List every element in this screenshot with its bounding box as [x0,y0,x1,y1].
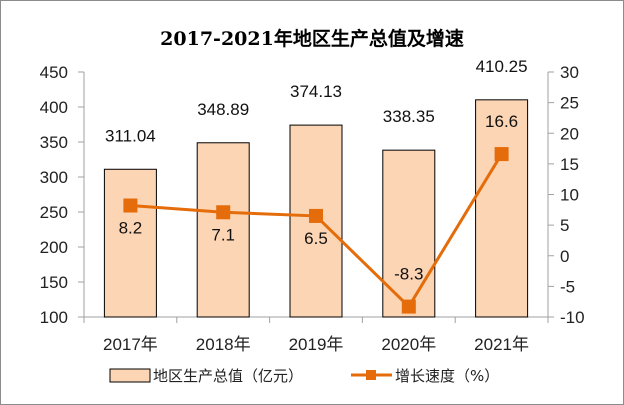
x-tick-label: 2018年 [196,335,251,354]
bar-data-label: 338.35 [383,107,435,126]
bar [103,168,157,318]
line-marker [494,147,509,162]
left-tick-label: 450 [40,63,68,82]
right-tick-label: 15 [560,155,579,174]
right-tick-label: 10 [560,186,579,205]
legend-bar-label: 地区生产总值（亿元） [153,367,303,385]
line-marker [401,299,416,314]
right-tick-label: 30 [560,63,579,82]
legend: 地区生产总值（亿元） 增长速度（%） [109,367,499,385]
legend-line-marker [366,370,376,380]
x-tick-label: 2017年 [103,335,158,354]
line-marker [216,205,231,220]
left-tick-label: 100 [40,308,68,327]
left-tick-label: 300 [40,168,68,187]
left-tick-label: 250 [40,203,68,222]
chart-title: 2017-2021年地区生产总值及增速 [160,27,464,50]
left-tick-label: 200 [40,238,68,257]
bar [475,99,529,318]
left-tick-label: 400 [40,98,68,117]
line-data-label: 7.1 [211,225,235,244]
bar-data-label: 374.13 [290,82,342,101]
right-tick-label: 0 [560,247,569,266]
x-tick-label: 2021年 [474,335,529,354]
bar-data-label: 348.89 [197,100,249,119]
right-tick-label: 20 [560,124,579,143]
bar-data-label: 311.04 [105,126,156,145]
line-marker [309,208,323,223]
line-marker [123,198,138,213]
right-tick-label: -5 [560,277,575,296]
bar-data-label: 410.25 [476,57,528,76]
bar [196,142,250,318]
right-tick-label: -10 [560,308,585,327]
legend-bar-swatch [109,368,151,383]
x-tick-label: 2019年 [289,335,344,354]
bar [382,149,436,318]
right-tick-label: 25 [560,94,579,113]
line-data-label: 6.5 [304,229,328,248]
x-tick-label: 2020年 [381,335,436,354]
line-data-label: 8.2 [119,219,143,238]
left-tick-label: 150 [40,273,68,292]
line-data-label: 16.6 [485,112,518,131]
right-tick-label: 5 [560,216,569,235]
legend-line-label: 增长速度（%） [395,367,499,385]
left-tick-label: 350 [40,133,68,152]
line-data-label: -8.3 [394,265,423,284]
